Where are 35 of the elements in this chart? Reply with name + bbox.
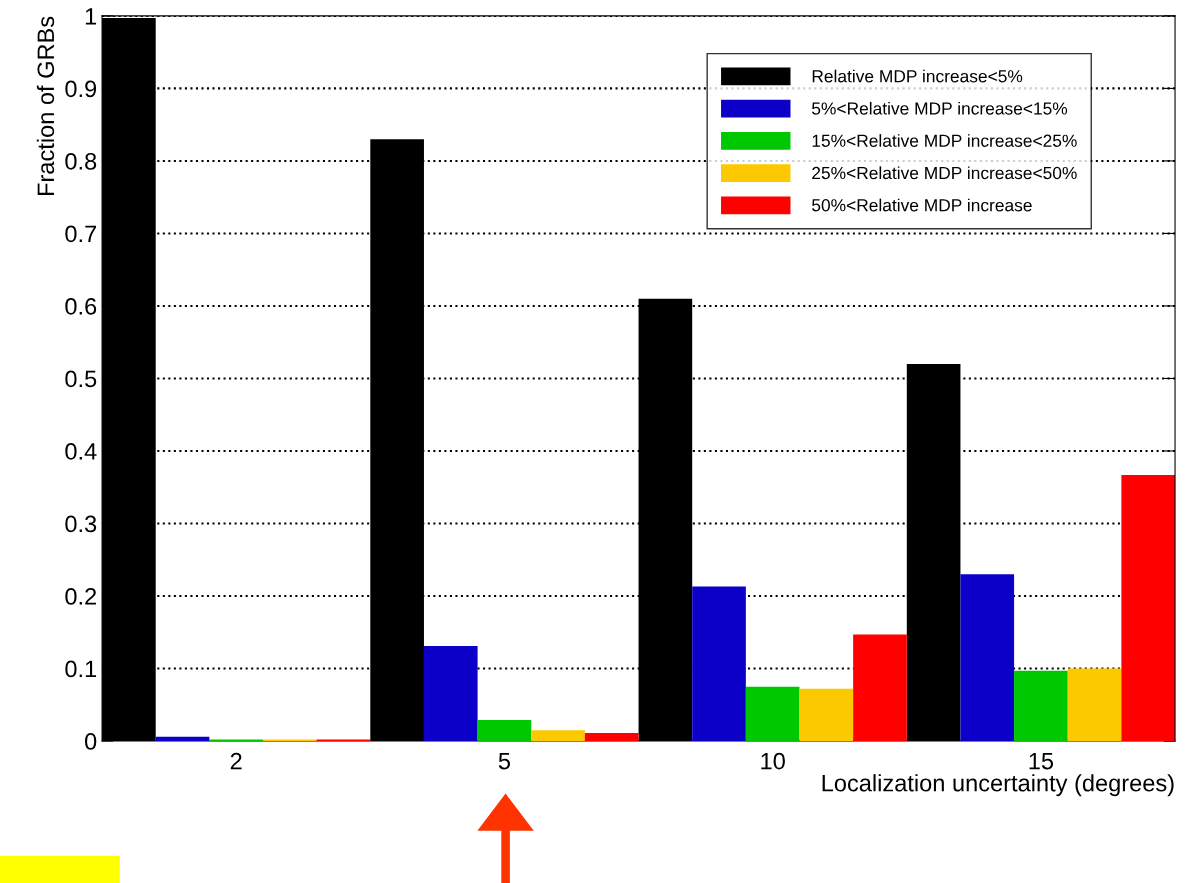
bar xyxy=(1067,668,1122,742)
y-tick-label: 0.8 xyxy=(65,152,97,170)
bar xyxy=(1014,670,1068,742)
legend-label: 15%<Relative MDP increase<25% xyxy=(812,134,1077,147)
x-tick-label: 5 xyxy=(498,752,511,770)
x-tick-label: 2 xyxy=(230,752,242,770)
y-tick-label: 0.6 xyxy=(65,298,97,315)
bar xyxy=(745,686,800,742)
y-tick-label: 1 xyxy=(85,8,97,25)
y-tick-label: 0.4 xyxy=(65,443,97,460)
bar xyxy=(853,634,907,742)
y-tick-label: 0.5 xyxy=(65,370,97,388)
y-tick-label: 0.9 xyxy=(65,80,97,98)
legend-label: 25%<Relative MDP increase<50% xyxy=(812,166,1077,180)
legend-label: Relative MDP increase<5% xyxy=(812,69,1023,83)
x-tick-label: 15 xyxy=(1029,752,1054,770)
y-tick-label: 0.3 xyxy=(65,515,97,533)
legend-label: 5%<Relative MDP increase<15% xyxy=(812,101,1068,115)
bar xyxy=(960,574,1015,742)
bar xyxy=(584,733,639,742)
bar xyxy=(799,688,854,742)
x-axis-title: Localization uncertainty (degrees) xyxy=(822,774,1174,797)
y-tick-label: 0.7 xyxy=(65,225,97,243)
y-tick-label: 0.2 xyxy=(65,588,97,605)
y-axis-title: Fraction of GRBs xyxy=(36,16,55,196)
bar xyxy=(692,586,746,742)
bar xyxy=(423,646,478,742)
bar xyxy=(477,719,532,742)
bar xyxy=(531,730,585,742)
y-tick-label: 0 xyxy=(85,733,97,750)
y-tick-label: 0.1 xyxy=(65,660,97,678)
x-tick-label: 10 xyxy=(761,752,785,770)
legend-label: 50%<Relative MDP increase xyxy=(812,198,1032,212)
bar xyxy=(1121,474,1176,742)
bar xyxy=(155,736,210,742)
